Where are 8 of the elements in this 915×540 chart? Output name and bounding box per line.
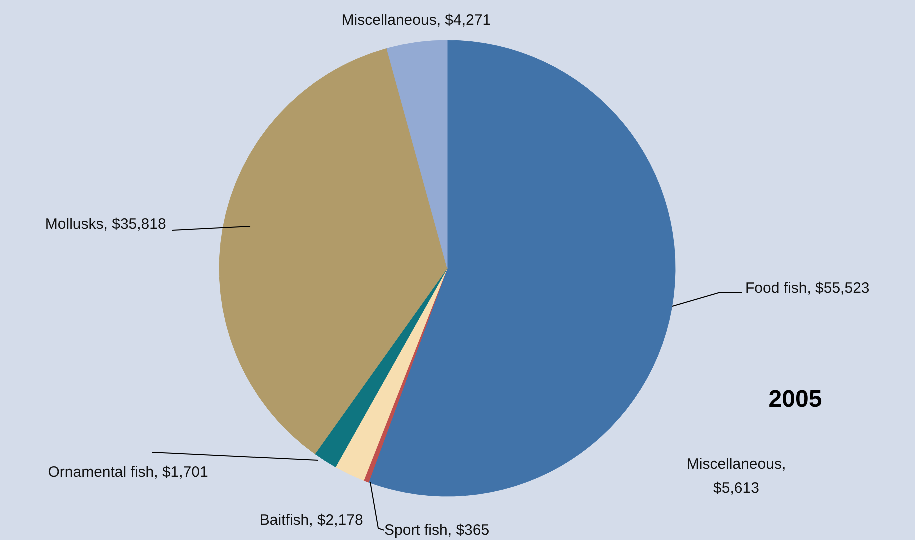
slice-label: Mollusks, $35,818 [45,216,166,233]
text: 2005 [768,386,822,413]
slice-label: Sport fish, $365 [384,522,490,539]
slice-label: Ornamental fish, $1,701 [48,464,208,481]
text: Miscellaneous, $5,613 [686,456,786,497]
slice-label: Baitfish, $2,178 [260,512,364,529]
slice-label: Food fish, $55,523 [746,280,870,297]
slice-label: Miscellaneous, $4,271 [342,12,492,29]
